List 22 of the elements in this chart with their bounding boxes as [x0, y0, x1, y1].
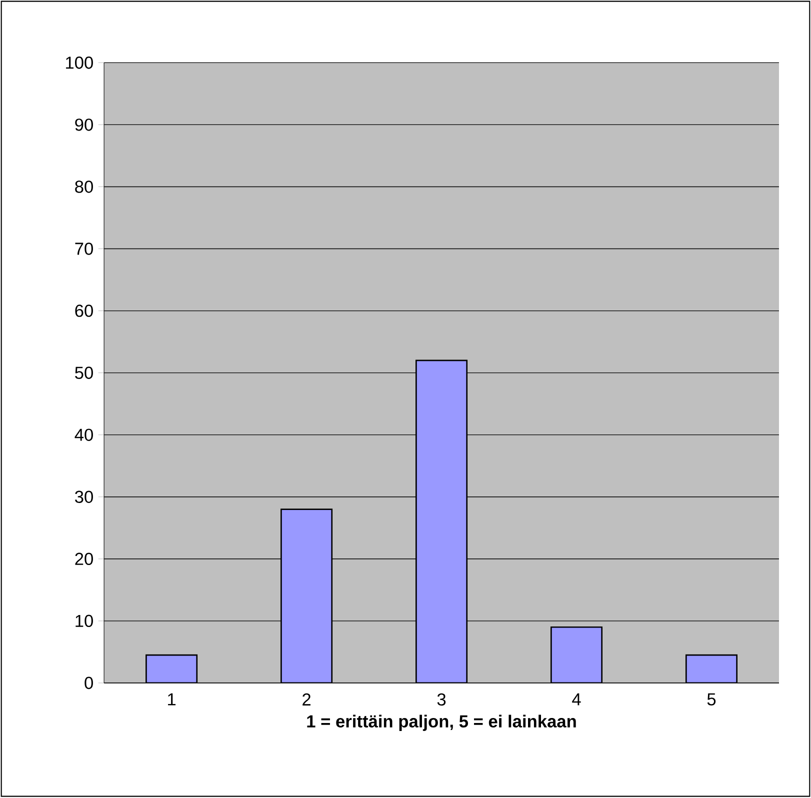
y-tick-label: 80	[75, 180, 93, 194]
y-tick-label: 100	[66, 56, 93, 69]
y-tick-label: 30	[75, 490, 93, 504]
y-tick-label: 0	[84, 676, 93, 690]
y-tick-label: 60	[75, 304, 93, 318]
bar	[550, 626, 603, 684]
y-tick-label: 20	[75, 552, 93, 566]
y-tick-label: 50	[75, 366, 93, 380]
y-tick-label: 10	[76, 614, 93, 628]
x-tick-label: 3	[437, 694, 446, 706]
bar	[685, 654, 738, 684]
y-tick-label: 90	[75, 118, 93, 132]
y-tick-label: 70	[75, 242, 93, 256]
x-axis-title: 1 = erittäin paljon, 5 = ei lainkaan	[307, 714, 576, 732]
bar	[416, 360, 468, 684]
bar	[280, 508, 333, 684]
x-tick-label: 1	[168, 694, 176, 706]
bar	[146, 654, 198, 684]
y-tick-label: 40	[74, 428, 93, 442]
x-tick-label: 4	[572, 694, 581, 706]
x-tick-label: 5	[707, 694, 716, 706]
x-tick-label: 2	[302, 694, 310, 706]
